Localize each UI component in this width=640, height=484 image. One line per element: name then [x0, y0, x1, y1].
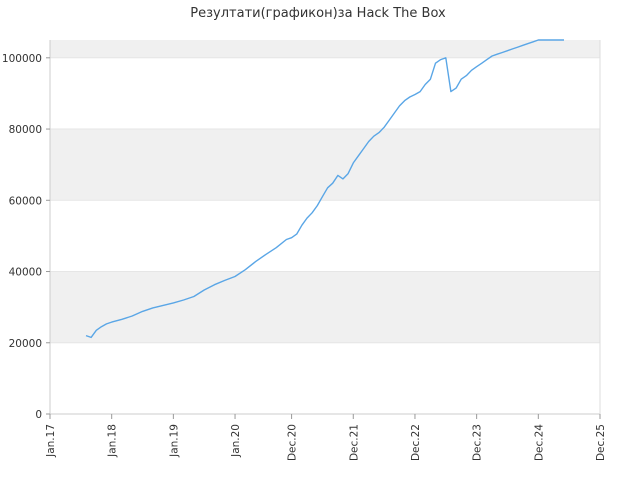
grid-band	[50, 200, 600, 272]
y-tick-label: 60000	[9, 195, 42, 207]
y-tick-label: 40000	[9, 267, 42, 279]
series-line	[85, 39, 564, 339]
y-tick-label: 0	[35, 409, 42, 421]
y-tick-label: 80000	[9, 124, 42, 136]
x-tick-label: Dec.21	[348, 424, 360, 461]
grid-band	[50, 129, 600, 201]
y-axis-ticks: 0 20000 40000 60000 80000 100000	[2, 53, 50, 421]
chart-title: Резултати(графикон)за Hack The Box	[190, 6, 446, 21]
grid-band	[50, 57, 600, 130]
series-group	[85, 39, 564, 339]
y-tick-label: 20000	[9, 338, 42, 350]
x-axis-ticks: Jan.17 Jan.18 Jan.19 Jan.20 Dec.20 Dec.21 Dec.…	[45, 414, 607, 461]
y-tick-label: 100000	[2, 53, 42, 65]
x-tick-label: Dec.23	[472, 424, 484, 461]
grid-bands	[50, 40, 600, 415]
x-tick-label: Jan.18	[107, 424, 119, 458]
x-tick-label: Dec.25	[595, 424, 607, 461]
x-tick-label: Dec.24	[533, 424, 545, 461]
grid-band	[50, 40, 600, 58]
x-tick-label: Jan.19	[168, 424, 180, 458]
grid-band	[50, 342, 600, 414]
x-tick-label: Jan.20	[230, 424, 242, 458]
axes	[49, 40, 601, 415]
grid-band	[50, 271, 600, 343]
x-tick-label: Dec.20	[287, 424, 299, 461]
x-tick-label: Jan.17	[45, 424, 57, 458]
x-tick-label: Dec.22	[410, 424, 422, 461]
